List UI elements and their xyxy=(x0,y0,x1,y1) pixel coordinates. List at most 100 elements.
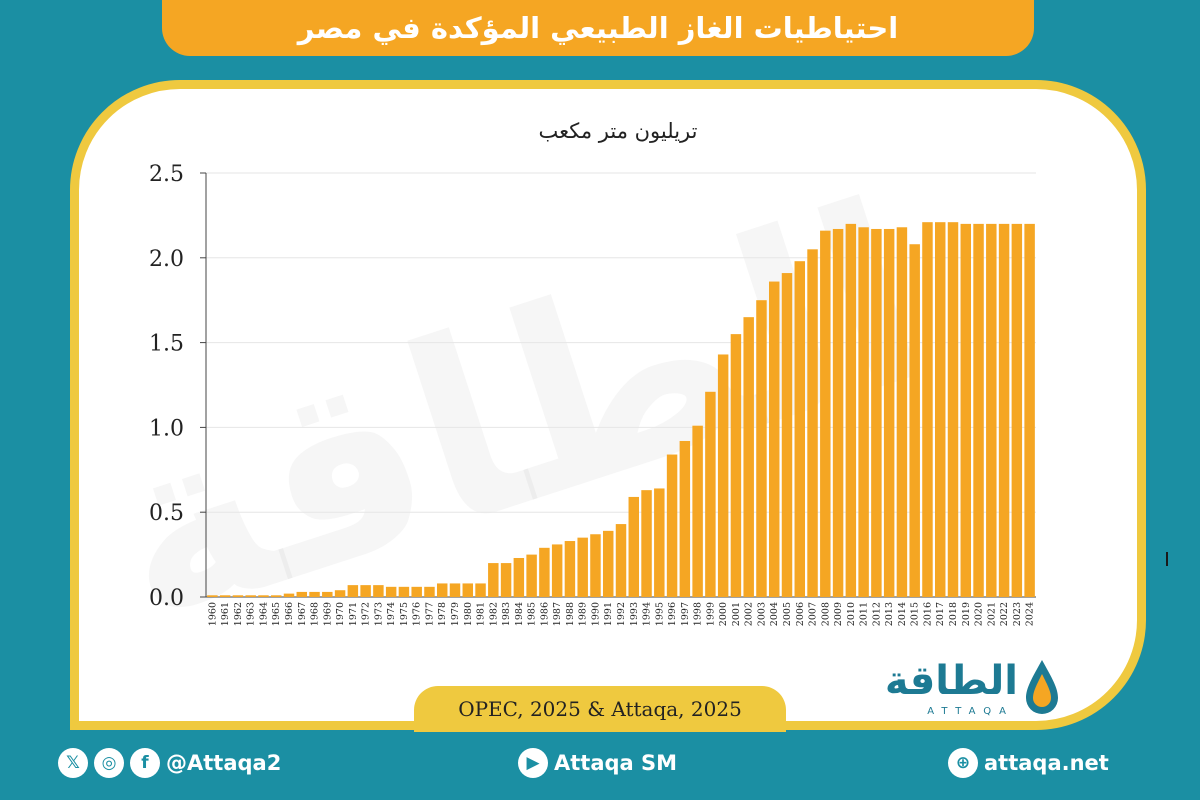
bar xyxy=(717,354,729,597)
bar xyxy=(398,586,410,597)
x-tick-label: 1987 xyxy=(552,602,563,626)
bar xyxy=(475,583,486,597)
social-links: 𝕏 ◎ f @Attaqa2 xyxy=(58,748,281,778)
x-tick-label: 1984 xyxy=(514,602,525,626)
bar xyxy=(462,583,474,597)
x-tick-label: 2019 xyxy=(961,602,972,626)
x-icon[interactable]: 𝕏 xyxy=(58,748,88,778)
bar xyxy=(296,591,308,597)
x-tick-label: 1960 xyxy=(207,602,218,626)
bar xyxy=(832,228,844,597)
x-tick-label: 1977 xyxy=(424,602,435,626)
youtube-label: Attaqa SM xyxy=(554,751,678,775)
y-tick-label: 0.0 xyxy=(149,586,184,611)
website-link[interactable]: ⊕ attaqa.net xyxy=(948,748,1109,778)
x-tick-label: 2017 xyxy=(935,602,946,626)
instagram-icon[interactable]: ◎ xyxy=(94,748,124,778)
bar xyxy=(564,541,576,597)
x-tick-label: 2016 xyxy=(922,602,933,626)
x-tick-label: 2002 xyxy=(744,602,755,626)
x-tick-label: 2003 xyxy=(756,602,767,626)
x-tick-label: 1967 xyxy=(297,602,308,626)
bar xyxy=(207,595,218,597)
bar xyxy=(360,585,371,597)
bar xyxy=(807,249,818,597)
x-tick-label: 2005 xyxy=(782,602,793,626)
x-tick-label: 1988 xyxy=(565,602,576,626)
x-tick-label: 2008 xyxy=(820,602,831,626)
globe-icon: ⊕ xyxy=(948,748,978,778)
brand-name: الطاقة xyxy=(884,658,1018,704)
x-tick-label: 2022 xyxy=(999,602,1010,626)
bar xyxy=(245,595,256,597)
bar xyxy=(551,544,563,597)
bar xyxy=(334,590,346,597)
x-tick-label: 1996 xyxy=(667,602,678,626)
bar xyxy=(385,586,397,597)
x-tick-label: 1972 xyxy=(361,602,372,626)
bar xyxy=(794,261,806,597)
bar xyxy=(411,586,422,597)
y-tick-label: 2.5 xyxy=(149,162,184,187)
x-tick-label: 1995 xyxy=(654,602,665,626)
bar xyxy=(590,534,601,597)
x-tick-label: 1966 xyxy=(284,602,295,626)
social-handle[interactable]: @Attaqa2 xyxy=(166,751,282,775)
bar xyxy=(500,563,512,597)
x-tick-label: 1985 xyxy=(527,602,538,626)
x-tick-label: 1971 xyxy=(348,602,359,626)
x-tick-label: 1965 xyxy=(271,602,282,626)
bar xyxy=(488,563,499,597)
bar xyxy=(258,595,269,597)
x-tick-label: 1979 xyxy=(450,602,461,626)
x-tick-label: 1962 xyxy=(233,602,244,626)
page-title: احتياطيات الغاز الطبيعي المؤكدة في مصر xyxy=(162,0,1034,56)
bar xyxy=(934,222,946,597)
x-tick-label: 2015 xyxy=(910,602,921,626)
x-tick-label: 1974 xyxy=(386,602,397,626)
bar xyxy=(998,223,1010,597)
facebook-icon[interactable]: f xyxy=(130,748,160,778)
youtube-link[interactable]: ▶ Attaqa SM xyxy=(518,748,677,778)
x-tick-label: 2009 xyxy=(833,602,844,626)
bar xyxy=(973,223,984,597)
bar xyxy=(730,334,742,597)
website-label: attaqa.net xyxy=(984,751,1109,775)
bar xyxy=(654,488,665,597)
x-tick-label: 1982 xyxy=(488,602,499,626)
bar xyxy=(858,227,869,597)
bar xyxy=(781,273,793,597)
bar xyxy=(232,595,244,597)
bar xyxy=(883,228,895,597)
x-tick-label: 1980 xyxy=(463,602,474,626)
x-tick-label: 1975 xyxy=(399,602,410,626)
bar xyxy=(960,223,972,597)
bar xyxy=(743,317,754,597)
x-tick-label: 1961 xyxy=(220,602,231,626)
x-tick-label: 2006 xyxy=(795,602,806,626)
bar xyxy=(539,547,550,597)
edge-marker xyxy=(1166,552,1168,566)
x-tick-label: 1970 xyxy=(335,602,346,626)
bar xyxy=(922,222,933,597)
x-tick-label: 1981 xyxy=(476,602,487,626)
bar xyxy=(577,537,588,597)
y-tick-label: 1.5 xyxy=(149,332,184,357)
x-tick-label: 2018 xyxy=(948,602,959,626)
bar xyxy=(526,554,537,597)
bar xyxy=(705,391,716,597)
x-tick-label: 1968 xyxy=(310,602,321,626)
chart-title: تريليون متر مكعب xyxy=(539,119,698,143)
bar xyxy=(1011,223,1023,597)
x-tick-label: 1997 xyxy=(680,602,691,626)
bar xyxy=(768,281,780,597)
bar xyxy=(219,595,231,597)
bar xyxy=(871,228,882,597)
bar xyxy=(909,244,920,597)
x-tick-label: 1994 xyxy=(642,602,653,626)
x-tick-label: 1973 xyxy=(373,602,384,626)
bar xyxy=(322,591,333,597)
drop-icon xyxy=(1026,660,1058,714)
footer: 𝕏 ◎ f @Attaqa2 ▶ Attaqa SM ⊕ attaqa.net xyxy=(0,740,1200,790)
